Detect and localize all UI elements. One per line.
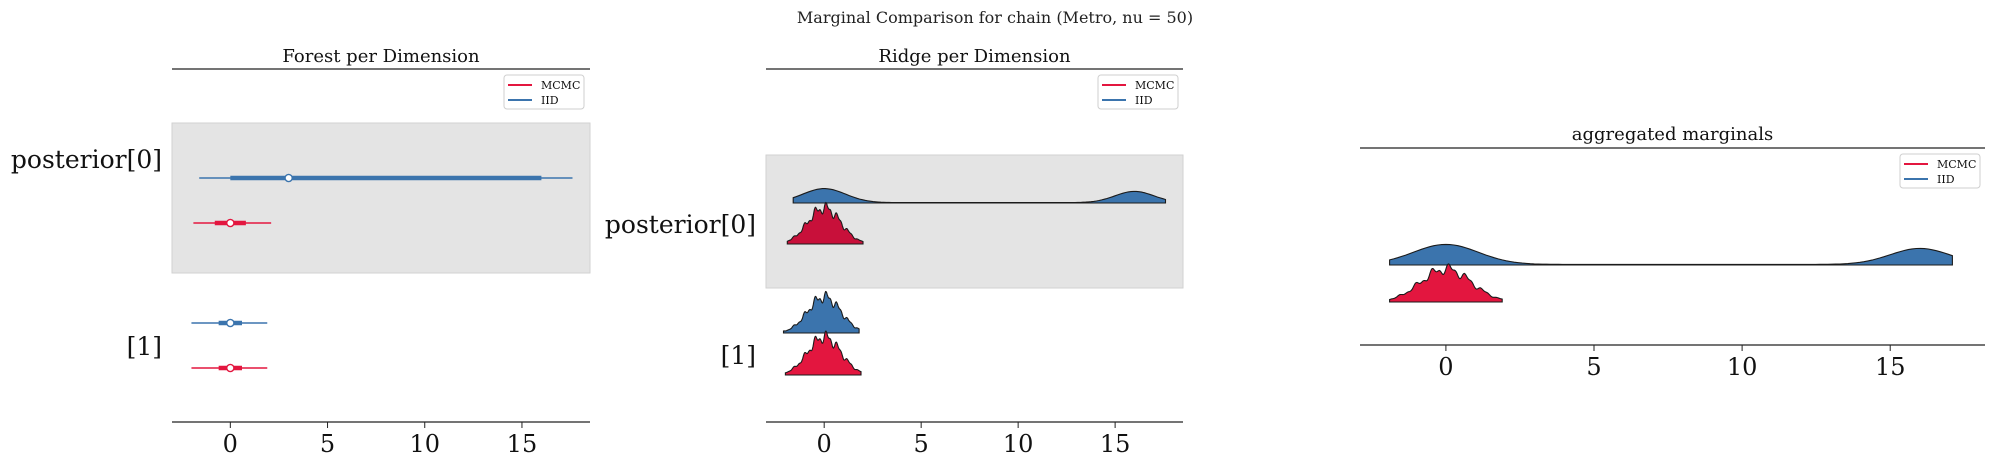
panel-title: aggregated marginals	[1572, 124, 1773, 145]
forest-panel: Forest per Dimension MCMC IID posterior[0] […	[11, 46, 591, 458]
x-tick-label: 10	[1727, 353, 1758, 381]
ridge-mcmc	[1389, 263, 1503, 303]
x-tick-label: 0	[817, 430, 832, 458]
x-tick-label: 10	[409, 430, 440, 458]
ridge-panel: Ridge per Dimension MCMC IID posterior[0] [1…	[605, 46, 1184, 458]
median-point-iid	[226, 318, 235, 328]
ridge-iid	[782, 290, 860, 334]
legend-label-mcmc: MCMC	[541, 79, 580, 92]
legend-label-iid: IID	[1135, 94, 1153, 107]
legend-label-mcmc: MCMC	[1937, 158, 1976, 171]
x-tick-label: 0	[223, 430, 238, 458]
median-point-mcmc	[226, 363, 235, 373]
ridge-mcmc	[786, 201, 864, 245]
row-band	[171, 122, 591, 274]
panel-title: Forest per Dimension	[282, 46, 480, 67]
x-tick-label: 15	[1875, 353, 1906, 381]
figure-title: Marginal Comparison for chain (Metro, nu…	[797, 8, 1193, 27]
median-point-iid	[284, 173, 293, 183]
panel-title: Ridge per Dimension	[878, 46, 1071, 67]
ridge-mcmc	[784, 330, 862, 376]
legend-label-mcmc: MCMC	[1135, 79, 1174, 92]
x-tick-label: 5	[914, 430, 929, 458]
y-tick-label: posterior[0]	[11, 145, 162, 174]
x-tick-label: 5	[1586, 353, 1601, 381]
y-tick-label: [1]	[127, 332, 162, 361]
median-point-mcmc	[226, 218, 235, 228]
x-tick-label: 10	[1003, 430, 1034, 458]
y-tick-label: [1]	[721, 341, 756, 370]
ridge-iid	[1389, 243, 1953, 266]
x-tick-label: 15	[507, 430, 538, 458]
legend-label-iid: IID	[1937, 173, 1955, 186]
x-tick-label: 0	[1438, 353, 1453, 381]
x-tick-label: 5	[320, 430, 335, 458]
aggregated-panel: aggregated marginals MCMC IID 0 5 10 15	[1360, 124, 1985, 381]
x-tick-label: 15	[1100, 430, 1131, 458]
legend-label-iid: IID	[541, 94, 559, 107]
y-tick-label: posterior[0]	[605, 210, 756, 239]
ridge-iid	[792, 188, 1167, 204]
